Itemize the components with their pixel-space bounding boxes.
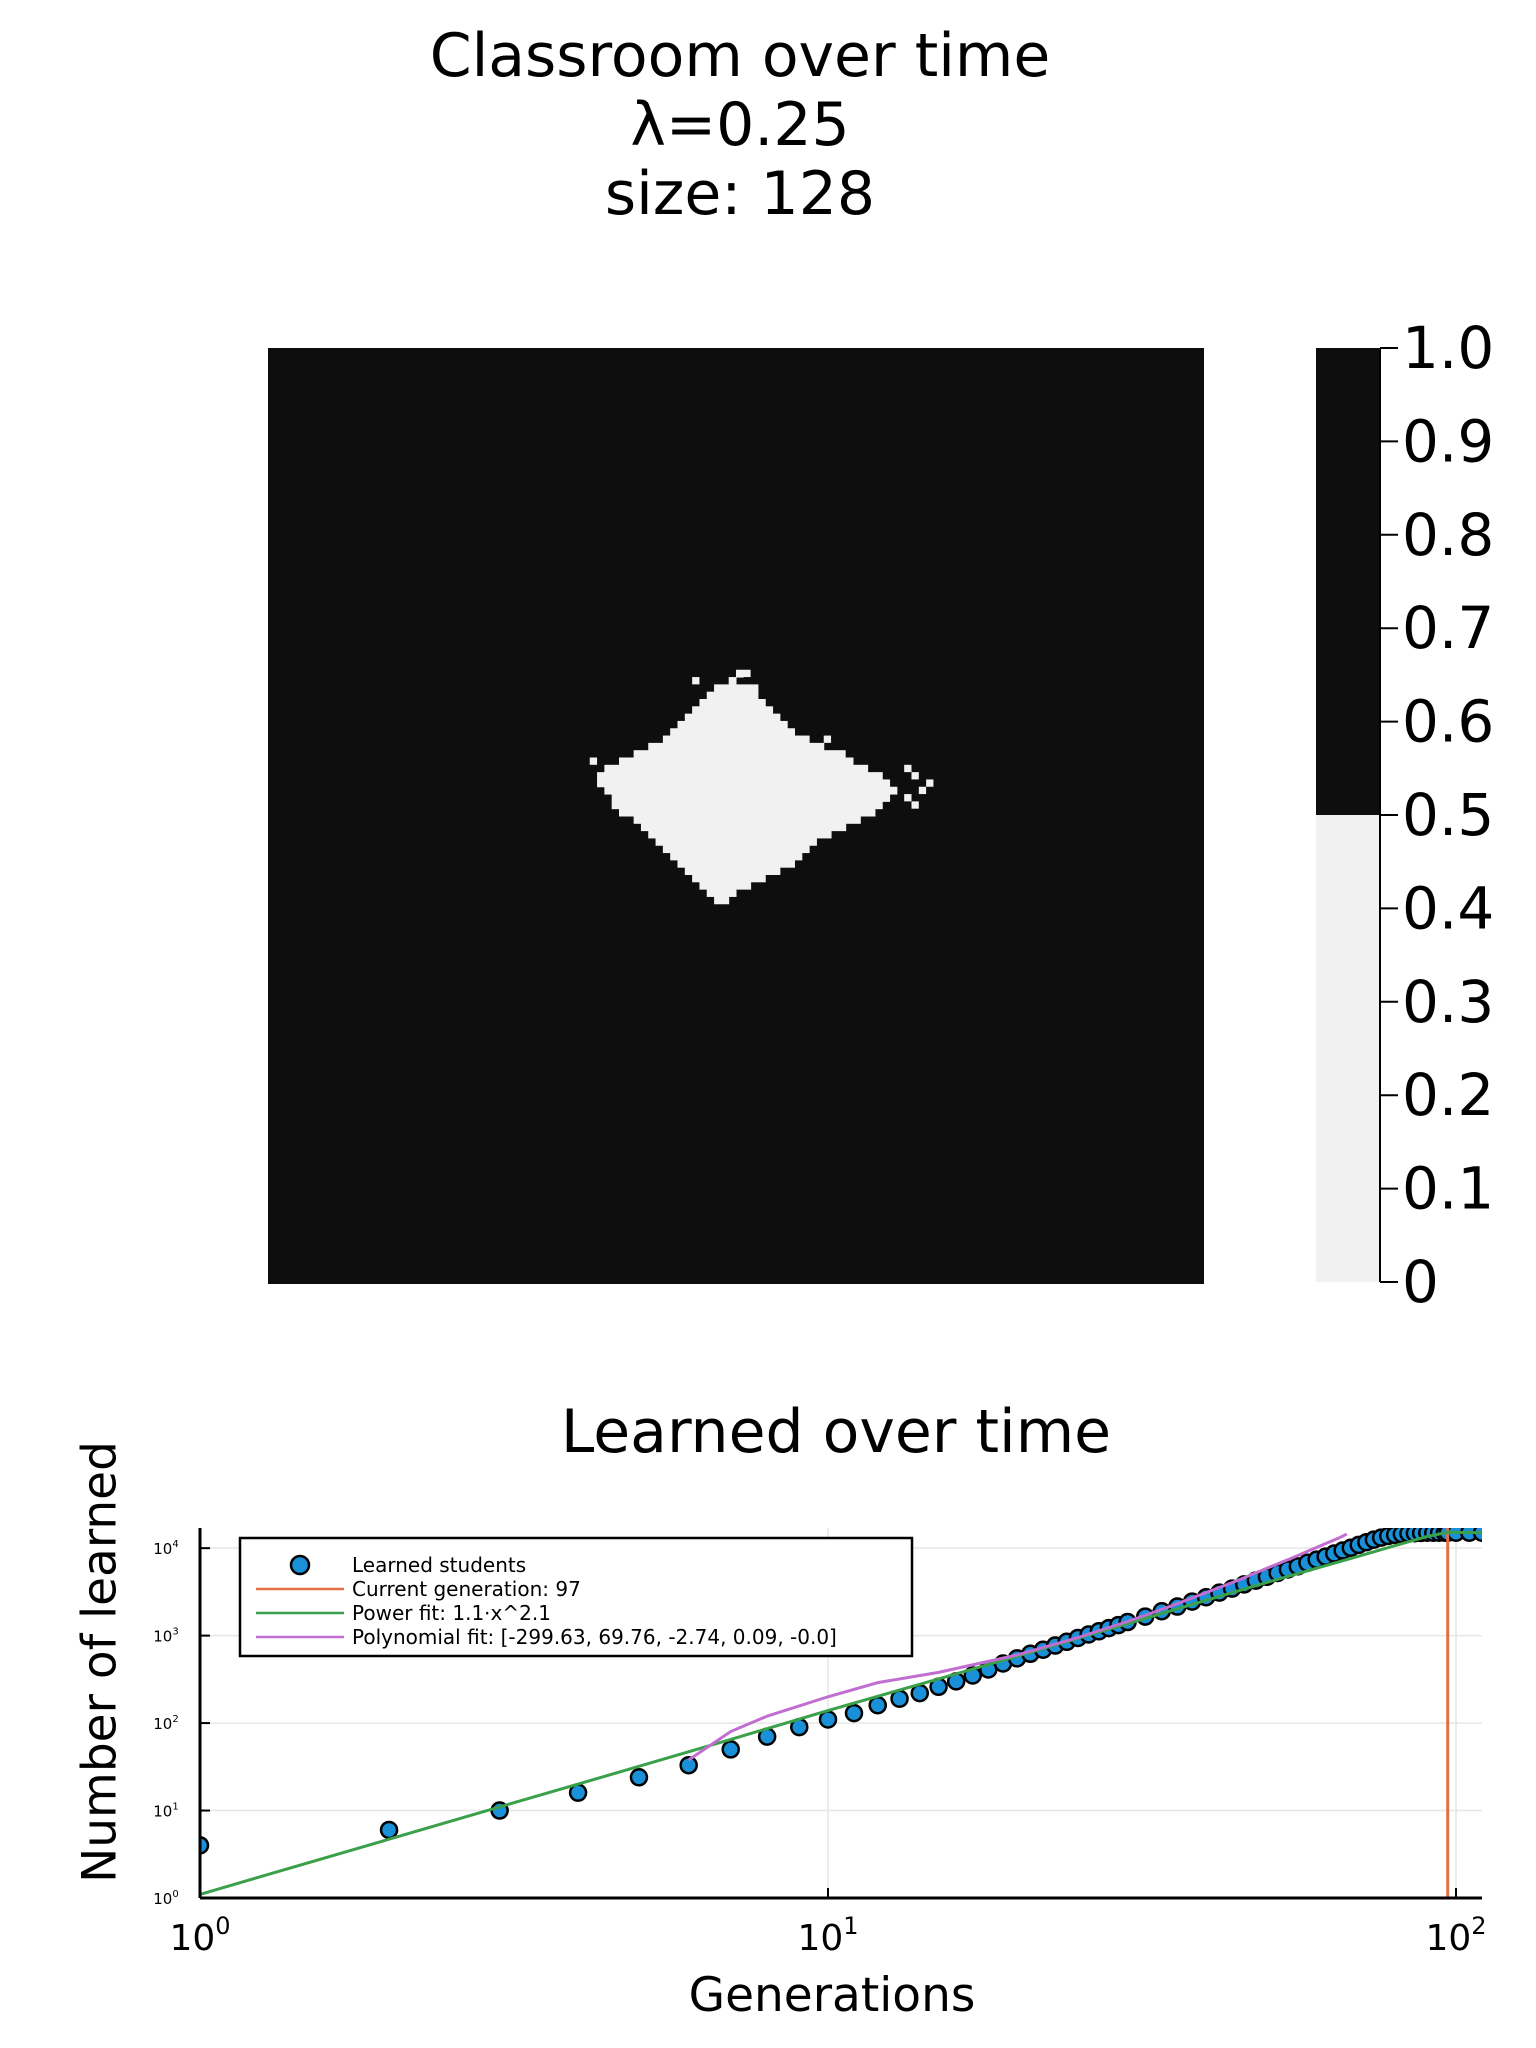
colorbar-tick-label: 0.4	[1402, 874, 1494, 942]
heatmap-title: Classroom over time λ=0.25 size: 128	[0, 22, 1480, 229]
heatmap-learned-cell	[918, 786, 927, 795]
colorbar-low-band	[1316, 815, 1380, 1282]
heatmap-learned-cell	[743, 669, 751, 678]
data-point	[818, 1710, 838, 1729]
heatmap-learned-cell-row	[604, 764, 869, 773]
heatmap-learned-cell-row	[648, 742, 825, 751]
heatmap-learned-cell	[904, 794, 912, 802]
data-point	[379, 1820, 399, 1840]
y-tick-label: 103	[153, 1627, 178, 1646]
heatmap-learned-cell-row	[714, 684, 759, 693]
y-tick-exponent: 2	[172, 1714, 178, 1725]
heatmap-chart: 1.0 0.9 0.8 0.7 0.6 0.5 0.4 0.3 0.2 0.1 0	[268, 314, 1494, 1316]
y-tick-exponent: 3	[172, 1627, 178, 1638]
heatmap-learned-cell-row	[633, 816, 861, 824]
plot-title: Learned over time	[560, 1397, 1112, 1467]
heatmap-learned-cell-row	[692, 874, 766, 883]
heatmap-learned-cell-row	[692, 706, 774, 715]
data-point	[629, 1768, 649, 1787]
fit-line	[687, 1532, 1348, 1762]
heatmap-learned-cell-row	[619, 808, 876, 817]
legend-entry-label: Learned students	[352, 1553, 526, 1577]
plot-series-area	[200, 1528, 1482, 1898]
heatmap-learned-cell-row	[619, 757, 854, 766]
legend-entry-label: Current generation: 97	[352, 1577, 581, 1601]
x-tick-exponent: 2	[1471, 1912, 1486, 1940]
heatmap-learned-cell	[911, 801, 919, 809]
x-tick-label: 101	[797, 1912, 858, 1959]
heatmap-learned-cell-row	[604, 786, 898, 795]
colorbar-tick-label: 0.5	[1402, 781, 1494, 849]
heatmap-learned-cell	[692, 677, 700, 685]
heatmap-learned-cell-row	[648, 830, 832, 839]
heatmap-title-line-1: Classroom over time	[429, 21, 1051, 91]
heatmap-learned-cell-row	[670, 852, 803, 861]
colorbar-high-band	[1316, 348, 1380, 815]
data-point	[200, 1836, 210, 1855]
y-tick-label: 102	[153, 1714, 178, 1733]
colorbar-tick-label: 0.3	[1402, 968, 1494, 1036]
heatmap-learned-cell	[838, 750, 846, 758]
y-tick-label: 104	[153, 1539, 178, 1558]
heatmap-learned-cell-row	[597, 779, 891, 788]
heatmap-learned-cell-row	[714, 896, 730, 905]
colorbar-tick-label: 0.9	[1402, 407, 1494, 475]
heatmap-learned-cell-row	[728, 677, 737, 685]
colorbar-tick-label: 0.8	[1402, 501, 1494, 569]
heatmap-learned-cell-row	[655, 837, 817, 846]
data-point	[910, 1683, 930, 1703]
heatmap-learned-cell	[911, 772, 919, 780]
heatmap-learned-cell-row	[677, 859, 795, 868]
colorbar-tick-label: 0.2	[1402, 1061, 1494, 1129]
heatmap-title-line-2: λ=0.25	[630, 90, 850, 160]
heatmap-learned-cell-row	[706, 691, 759, 700]
heatmap-learned-cell-row	[684, 867, 781, 875]
legend-entry-label: Polynomial fit: [-299.63, 69.76, -2.74, …	[352, 1625, 837, 1649]
data-point	[721, 1740, 740, 1759]
heatmap-learned-cell-row	[684, 713, 781, 722]
legend-entry-label: Power fit: 1.1⋅x^2.1	[352, 1601, 551, 1625]
heatmap-learned-cell-row	[611, 801, 883, 810]
heatmap-learned-cell	[589, 757, 598, 765]
colorbar-tick-label: 1.0	[1402, 314, 1494, 382]
heatmap-learned-cell	[926, 779, 934, 787]
heatmap-learned-cell-row	[597, 772, 883, 780]
heatmap-learned-cell-row	[677, 720, 788, 729]
heatmap-learned-cell	[823, 735, 832, 743]
heatmap-learned-cell	[904, 764, 912, 773]
heatmap-learned-cell-row	[633, 750, 839, 758]
data-point	[679, 1755, 698, 1775]
x-tick-label: 100	[169, 1912, 230, 1959]
legend-marker	[289, 1554, 311, 1576]
y-tick-label: 100	[153, 1889, 178, 1908]
heatmap-learned-cell-row	[736, 669, 744, 678]
x-tick-exponent: 1	[843, 1912, 858, 1940]
legend-box	[238, 1536, 914, 1658]
colorbar-tick-label: 0.7	[1402, 594, 1494, 662]
colorbar-tick-label: 0.1	[1402, 1155, 1494, 1223]
data-point	[868, 1695, 887, 1715]
colorbar-tick-label: 0.6	[1402, 688, 1494, 756]
heatmap-learned-cell-row	[640, 823, 847, 832]
x-tick-label: 102	[1425, 1912, 1486, 1959]
y-tick-exponent: 1	[172, 1802, 178, 1813]
y-tick-label: 101	[153, 1802, 178, 1821]
heatmap-learned-cell-row	[662, 845, 810, 854]
fit-line	[200, 1530, 1482, 1896]
x-tick-exponent: 0	[215, 1912, 230, 1940]
heatmap-learned-cell-row	[670, 728, 795, 737]
heatmap-title-line-3: size: 128	[604, 159, 876, 229]
x-axis-label: Generations	[688, 1968, 976, 2023]
colorbar-tick-label: 0	[1402, 1248, 1439, 1316]
heatmap-learned-cell-row	[706, 889, 737, 897]
heatmap-learned-cell-row	[699, 699, 766, 707]
y-tick-exponent: 4	[172, 1539, 178, 1550]
data-point	[844, 1703, 864, 1723]
y-tick-exponent: 0	[172, 1889, 178, 1900]
heatmap-learned-cell-row	[699, 881, 752, 890]
heatmap-learned-cell-row	[611, 794, 891, 802]
heatmap-learned-cell-row	[662, 735, 810, 744]
